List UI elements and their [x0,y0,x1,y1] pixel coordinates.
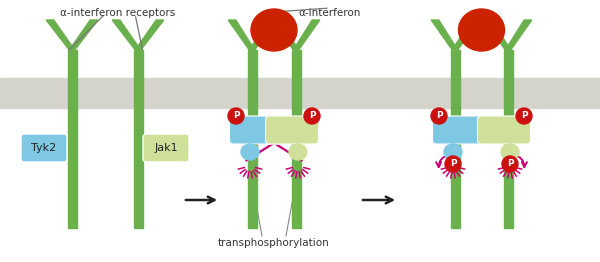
Text: P: P [233,112,239,121]
Text: P: P [308,112,316,121]
Circle shape [445,156,461,172]
Bar [451,50,460,228]
Text: P: P [436,112,442,121]
FancyBboxPatch shape [433,116,485,144]
Polygon shape [505,20,532,50]
Bar [248,50,257,228]
FancyBboxPatch shape [478,116,530,144]
FancyBboxPatch shape [265,116,319,144]
Circle shape [228,108,244,124]
Polygon shape [46,20,75,50]
Text: Jak1: Jak1 [154,143,178,153]
Ellipse shape [289,144,307,160]
Polygon shape [136,20,164,50]
Text: α-interferon: α-interferon [299,8,361,18]
Text: P: P [506,160,514,168]
Text: Tyk2: Tyk2 [31,143,56,153]
Polygon shape [293,20,320,50]
Ellipse shape [501,144,519,160]
Bar [67,50,77,228]
Polygon shape [484,20,511,50]
FancyBboxPatch shape [143,134,189,162]
Circle shape [502,156,518,172]
Ellipse shape [444,144,462,160]
Bar [292,50,301,228]
Ellipse shape [251,9,297,51]
Bar [503,50,512,228]
Text: P: P [521,112,527,121]
Circle shape [304,108,320,124]
Ellipse shape [458,9,505,51]
Polygon shape [250,20,276,50]
Ellipse shape [241,144,259,160]
Circle shape [516,108,532,124]
Text: P: P [449,160,457,168]
Polygon shape [431,20,458,50]
Circle shape [431,108,447,124]
FancyBboxPatch shape [21,134,67,162]
Bar [0,78,600,108]
Text: α-interferon receptors: α-interferon receptors [61,8,176,18]
Polygon shape [452,20,479,50]
Bar [133,50,143,228]
Polygon shape [70,20,98,50]
Polygon shape [272,20,299,50]
Text: transphosphorylation: transphosphorylation [218,238,330,248]
FancyBboxPatch shape [229,116,283,144]
Polygon shape [228,20,254,50]
Polygon shape [112,20,140,50]
